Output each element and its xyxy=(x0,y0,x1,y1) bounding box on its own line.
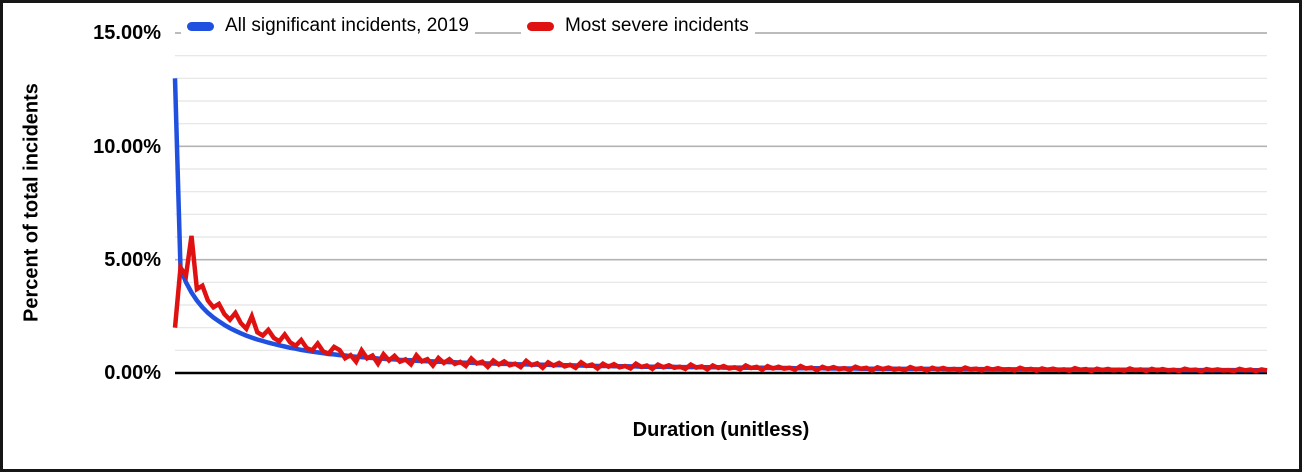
series-line-most-severe xyxy=(172,235,1268,374)
legend-label-all-significant: All significant incidents, 2019 xyxy=(225,15,469,36)
legend: All significant incidents, 2019 Most sev… xyxy=(181,13,755,39)
legend-item-all-significant: All significant incidents, 2019 xyxy=(181,13,475,39)
y-tick-label-15: 15.00% xyxy=(93,22,161,44)
legend-swatch-red-icon xyxy=(526,21,554,31)
legend-label-most-severe: Most severe incidents xyxy=(564,15,749,36)
y-tick-label-5: 5.00% xyxy=(104,249,161,271)
y-tick-label-10: 10.00% xyxy=(93,136,161,158)
legend-item-most-severe: Most severe incidents xyxy=(520,13,755,39)
x-axis-title: Duration (unitless) xyxy=(632,419,810,441)
series-line-all-significant xyxy=(172,78,1267,373)
legend-swatch-blue-icon xyxy=(187,21,214,31)
y-tick-label-0: 0.00% xyxy=(104,362,161,384)
y-axis-title: Percent of total incidents xyxy=(20,83,43,323)
plot-svg xyxy=(172,32,1268,375)
plot-area xyxy=(172,32,1268,375)
